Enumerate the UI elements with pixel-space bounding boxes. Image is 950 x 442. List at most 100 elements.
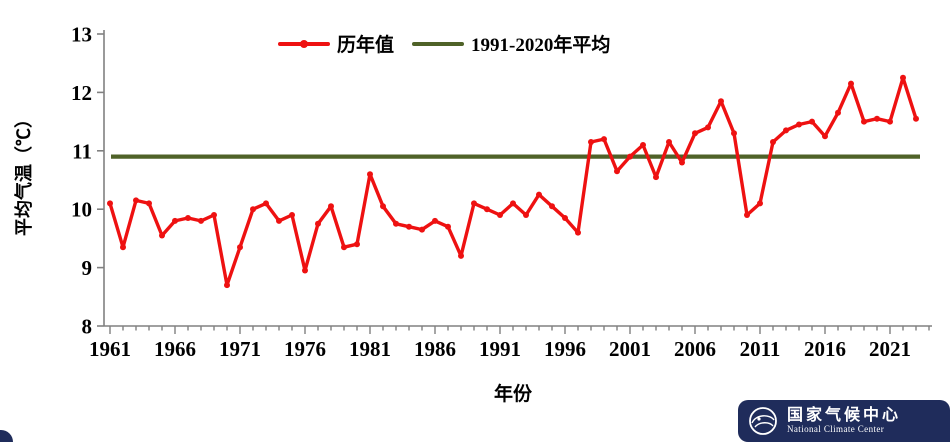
data-point-1970 — [224, 282, 230, 289]
x-tick-label-2016: 2016 — [804, 337, 846, 361]
data-point-2019 — [861, 118, 867, 125]
data-point-2010 — [744, 212, 750, 218]
data-point-1977 — [315, 220, 321, 227]
data-point-2000 — [614, 168, 620, 175]
data-point-1985 — [419, 226, 425, 233]
data-point-2023 — [913, 115, 919, 122]
y-tick-label-13: 13 — [71, 23, 92, 47]
data-point-1988 — [458, 252, 464, 259]
data-point-1967 — [185, 215, 191, 221]
data-point-1984 — [406, 223, 412, 230]
data-point-1996 — [562, 215, 568, 221]
data-point-2011 — [757, 200, 763, 207]
data-point-2012 — [770, 139, 776, 145]
data-point-1993 — [523, 212, 529, 218]
data-point-1979 — [341, 244, 347, 251]
data-point-2017 — [835, 109, 841, 116]
x-tick-label-1981: 1981 — [349, 337, 391, 361]
x-tick-label-2021: 2021 — [869, 337, 911, 361]
legend-item-average: 1991-2020年平均 — [412, 30, 610, 57]
data-point-1963 — [133, 197, 139, 204]
x-tick-label-2006: 2006 — [674, 337, 716, 361]
legend-label-annual: 历年值 — [337, 35, 395, 56]
legend-green-line-swatch — [412, 41, 465, 46]
data-point-1982 — [380, 203, 386, 210]
x-tick-label-2001: 2001 — [609, 337, 651, 361]
legend-label-average: 1991-2020年平均 — [471, 35, 611, 56]
data-point-1966 — [172, 217, 178, 224]
y-tick-label-8: 8 — [82, 315, 93, 339]
data-point-2020 — [874, 115, 880, 122]
x-axis-title: 年份 — [493, 384, 532, 405]
data-point-1962 — [120, 244, 126, 251]
data-point-2015 — [809, 118, 815, 125]
ncc-logo-text: 国家气候中心 National Climate Center — [787, 407, 901, 434]
data-point-1972 — [250, 206, 256, 213]
data-point-2014 — [796, 121, 802, 128]
x-tick-label-1971: 1971 — [219, 337, 261, 361]
data-point-1964 — [146, 200, 152, 207]
data-point-1961 — [107, 200, 113, 207]
ncc-name-chinese: 国家气候中心 — [787, 407, 902, 425]
legend-red-marker-dot — [300, 39, 308, 48]
y-tick-label-9: 9 — [82, 256, 93, 280]
data-point-1965 — [159, 232, 165, 239]
data-point-1975 — [289, 212, 295, 218]
data-point-1976 — [302, 267, 308, 274]
x-tick-label-1976: 1976 — [284, 337, 326, 361]
data-point-1995 — [549, 203, 555, 210]
x-tick-label-1986: 1986 — [414, 337, 456, 361]
data-point-2005 — [679, 159, 685, 166]
page-corner-decoration — [0, 430, 13, 442]
data-point-2008 — [718, 98, 724, 105]
data-point-1994 — [536, 191, 542, 198]
y-tick-label-10: 10 — [71, 198, 92, 222]
data-point-1986 — [432, 217, 438, 224]
legend-red-line-swatch — [278, 39, 330, 48]
annual-temperature-line — [108, 76, 918, 287]
legend: 历年值 1991-2020年平均 — [278, 30, 610, 57]
x-tick-label-2011: 2011 — [740, 337, 781, 361]
data-point-1980 — [354, 241, 360, 248]
legend-item-annual-values: 历年值 — [278, 30, 394, 57]
data-point-2013 — [783, 127, 789, 134]
data-point-2021 — [887, 118, 893, 125]
data-point-1997 — [575, 229, 581, 236]
x-tick-label-1966: 1966 — [154, 337, 196, 361]
x-tick-label-1991: 1991 — [479, 337, 521, 361]
data-point-1999 — [601, 136, 607, 143]
y-axis-title: 平均气温（℃） — [14, 110, 34, 236]
y-tick-label-11: 11 — [72, 139, 92, 163]
data-point-2022 — [900, 74, 906, 81]
data-point-2006 — [692, 130, 698, 137]
data-point-1983 — [393, 220, 399, 227]
data-point-2004 — [666, 139, 672, 145]
y-tick-label-12: 12 — [71, 81, 92, 105]
data-point-2007 — [705, 124, 711, 131]
ncc-emblem-icon — [749, 407, 777, 435]
data-point-2002 — [640, 142, 646, 148]
data-point-2018 — [848, 80, 854, 87]
data-point-1991 — [497, 212, 503, 218]
data-point-2001 — [627, 153, 633, 160]
ncc-name-english: National Climate Center — [787, 423, 885, 434]
data-point-1987 — [445, 223, 451, 230]
data-point-1974 — [276, 217, 282, 224]
data-point-2016 — [822, 133, 828, 140]
data-point-1992 — [510, 200, 516, 207]
data-point-1971 — [237, 244, 243, 251]
data-point-1973 — [263, 200, 269, 207]
data-point-1968 — [198, 217, 204, 224]
data-point-1978 — [328, 203, 334, 210]
data-point-1969 — [211, 212, 217, 218]
data-point-1998 — [588, 139, 594, 145]
data-point-1981 — [367, 171, 373, 178]
data-point-2003 — [653, 174, 659, 181]
x-tick-label-1961: 1961 — [89, 337, 131, 361]
ncc-logo-bar: 国家气候中心 National Climate Center — [738, 400, 950, 442]
data-point-2009 — [731, 130, 737, 137]
data-point-1989 — [471, 200, 477, 207]
data-point-1990 — [484, 206, 490, 213]
